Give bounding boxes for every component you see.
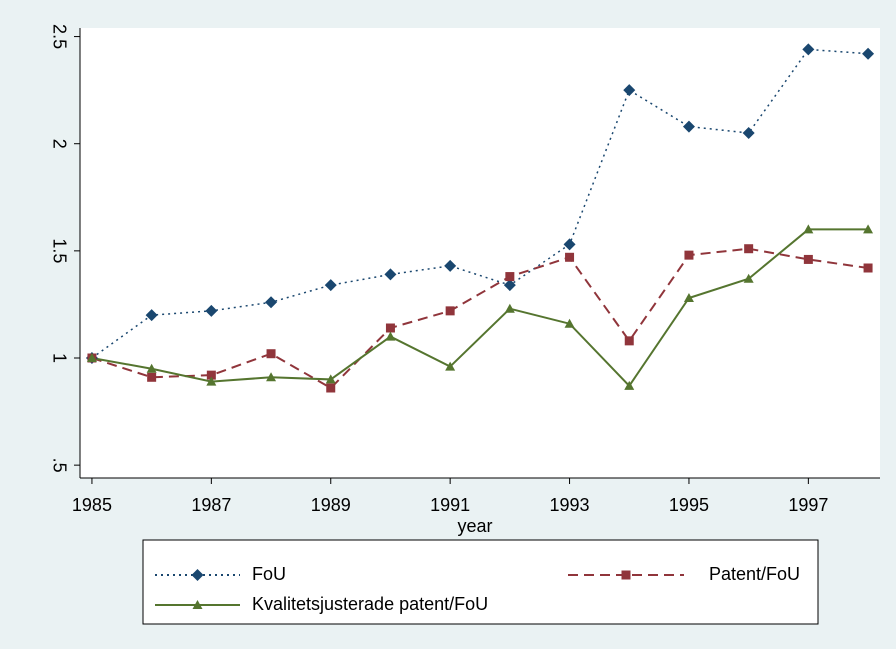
legend-marker bbox=[191, 569, 204, 581]
data-point bbox=[445, 361, 456, 371]
data-point bbox=[146, 363, 157, 373]
data-point bbox=[385, 323, 395, 333]
data-point bbox=[682, 120, 695, 133]
data-point bbox=[684, 250, 694, 260]
data-point bbox=[505, 272, 515, 282]
data-point bbox=[385, 331, 396, 341]
data-point bbox=[266, 349, 276, 359]
y-tick-label: 2 bbox=[49, 139, 69, 149]
data-point bbox=[206, 376, 217, 386]
data-point bbox=[565, 252, 575, 262]
data-point bbox=[563, 238, 576, 251]
y-tick-label: 1 bbox=[49, 353, 69, 363]
legend-label: FoU bbox=[252, 564, 286, 584]
legend-marker bbox=[621, 570, 631, 580]
legend bbox=[142, 539, 819, 625]
data-point bbox=[742, 127, 755, 139]
data-point bbox=[803, 224, 814, 234]
legend-label: Kvalitetsjusterade patent/FoU bbox=[252, 594, 488, 614]
plot-area bbox=[80, 28, 880, 478]
data-point bbox=[206, 370, 216, 380]
data-point bbox=[743, 273, 754, 283]
data-point bbox=[802, 43, 815, 56]
y-tick-label: 1.5 bbox=[49, 238, 69, 263]
data-point bbox=[863, 263, 873, 273]
data-point bbox=[862, 47, 875, 60]
data-point bbox=[147, 372, 157, 382]
data-point bbox=[86, 353, 97, 362]
data-point bbox=[444, 259, 457, 272]
y-tick-label: .5 bbox=[49, 458, 69, 473]
series-line bbox=[91, 228, 869, 388]
x-tick-label: 1987 bbox=[191, 495, 231, 515]
data-point bbox=[384, 268, 397, 281]
data-point bbox=[744, 244, 754, 254]
data-point bbox=[266, 372, 277, 382]
data-point bbox=[623, 84, 636, 97]
data-point bbox=[326, 383, 336, 393]
data-point bbox=[445, 306, 455, 316]
data-point bbox=[145, 309, 158, 322]
x-tick-label: 1995 bbox=[669, 495, 709, 515]
x-tick-label: 1993 bbox=[550, 495, 590, 515]
data-point bbox=[803, 254, 813, 264]
x-tick-label: 1997 bbox=[788, 495, 828, 515]
data-point bbox=[564, 318, 575, 328]
data-point bbox=[504, 303, 515, 313]
data-point bbox=[265, 296, 278, 309]
legend-marker bbox=[192, 600, 203, 609]
data-point bbox=[205, 304, 218, 317]
x-axis-label: year bbox=[457, 516, 492, 536]
data-point bbox=[624, 336, 634, 346]
data-point bbox=[503, 279, 516, 292]
legend-label: Patent/FoU bbox=[709, 564, 800, 584]
x-tick-label: 1991 bbox=[430, 495, 470, 515]
series-line bbox=[91, 48, 869, 359]
x-tick-label: 1989 bbox=[311, 495, 351, 515]
x-tick-label: 1985 bbox=[72, 495, 112, 515]
series-line bbox=[91, 247, 869, 390]
data-point bbox=[325, 374, 336, 384]
data-point bbox=[683, 293, 694, 302]
data-point bbox=[624, 380, 635, 390]
y-tick-label: 2.5 bbox=[49, 24, 69, 49]
data-point bbox=[324, 279, 337, 292]
data-point bbox=[863, 224, 874, 234]
